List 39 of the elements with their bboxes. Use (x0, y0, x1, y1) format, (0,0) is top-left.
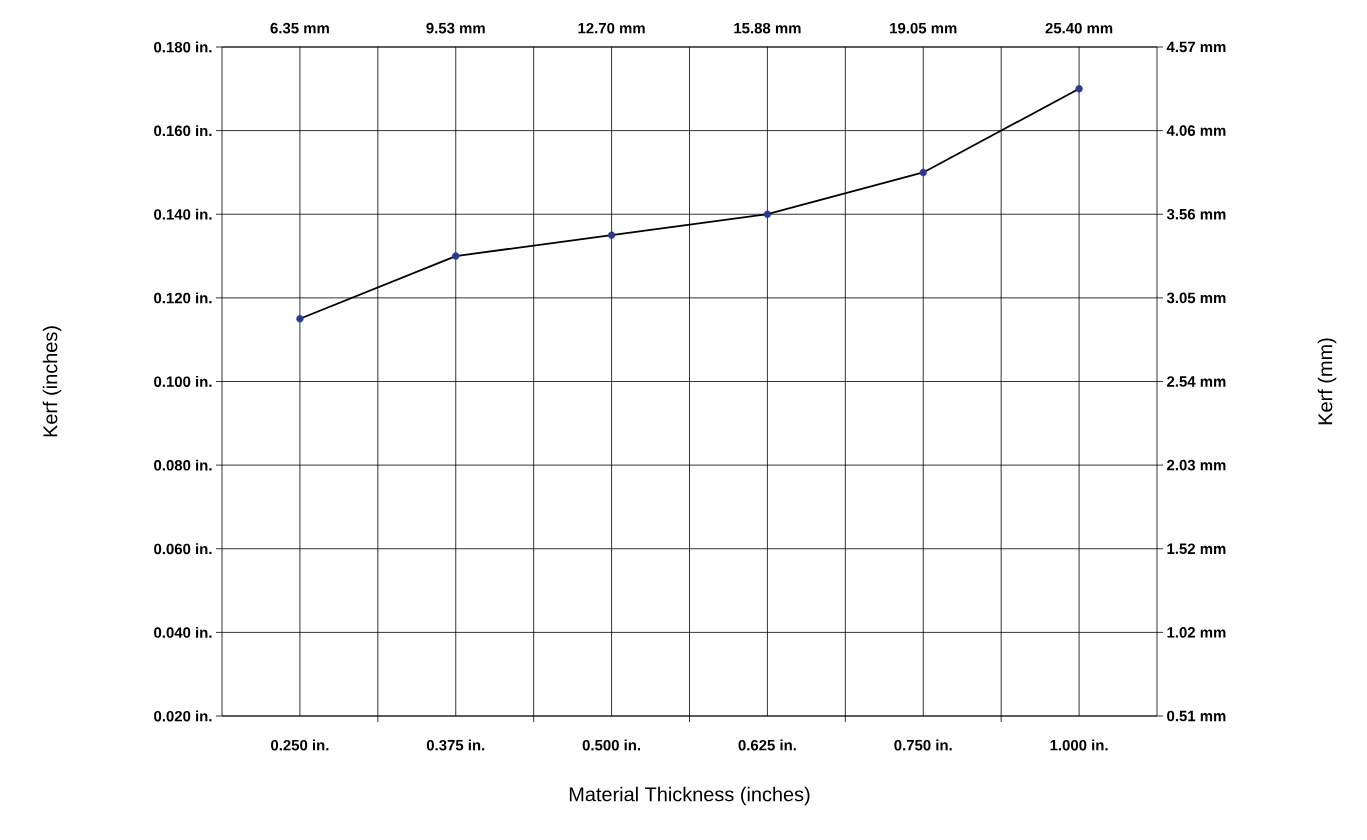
y-axis-title: Kerf (inches) (42, 326, 62, 437)
x-tick-label: 0.375 in. (426, 739, 485, 751)
x-tick-label: 0.750 in. (894, 739, 952, 751)
y2-tick-label: 3.05 mm (1166, 292, 1226, 304)
y-tick-label: 0.100 in. (154, 376, 212, 387)
x-axis-title: Material Thickness (inches) (569, 786, 810, 806)
y2-tick-label: 1.02 mm (1167, 627, 1226, 638)
x-tick-label: 0.500 in. (582, 739, 641, 751)
point (763, 210, 772, 218)
text: 15.88 mm (734, 22, 801, 34)
text: 19.05 mm (890, 22, 957, 34)
y2-tick-label: 1.52 mm (1167, 543, 1226, 555)
point (607, 231, 616, 239)
y2-tick-label: 4.06 mm (1166, 125, 1226, 136)
y-tick-label: 0.180 in. (154, 41, 212, 53)
y-tick-label: 0.140 in. (154, 208, 212, 220)
point (1075, 85, 1083, 93)
y-tick-label: 0.060 in. (154, 543, 212, 555)
y-tick-label: 0.040 in. (154, 626, 212, 638)
text: 6.35 mm (270, 22, 329, 34)
text: 25.40 mm (1045, 22, 1113, 34)
y-tick-label: 0.120 in. (154, 292, 212, 304)
point (296, 315, 304, 323)
y2-tick-label: 2.54 mm (1167, 376, 1226, 387)
y-tick-label: 0.020 in. (154, 710, 212, 722)
y2-axis-title: Kerf (mm) (1317, 338, 1337, 425)
x-tick-label: 0.625 in. (738, 739, 796, 751)
y2-tick-label: 3.56 mm (1166, 208, 1226, 220)
y2-tick-label: 2.03 mm (1167, 459, 1226, 471)
y2-tick-label: 0.51 mm (1167, 710, 1226, 722)
x-tick-label: 1.000 in. (1050, 739, 1108, 751)
point (452, 252, 460, 260)
y-tick-label: 0.160 in. (154, 125, 212, 137)
y2-tick-label: 4.57 mm (1166, 41, 1226, 53)
text: 12.70 mm (578, 22, 645, 34)
y-tick-label: 0.080 in. (154, 459, 212, 471)
x-tick-label: 0.250 in. (271, 739, 329, 751)
point (919, 168, 927, 177)
text: 9.53 mm (426, 22, 485, 34)
